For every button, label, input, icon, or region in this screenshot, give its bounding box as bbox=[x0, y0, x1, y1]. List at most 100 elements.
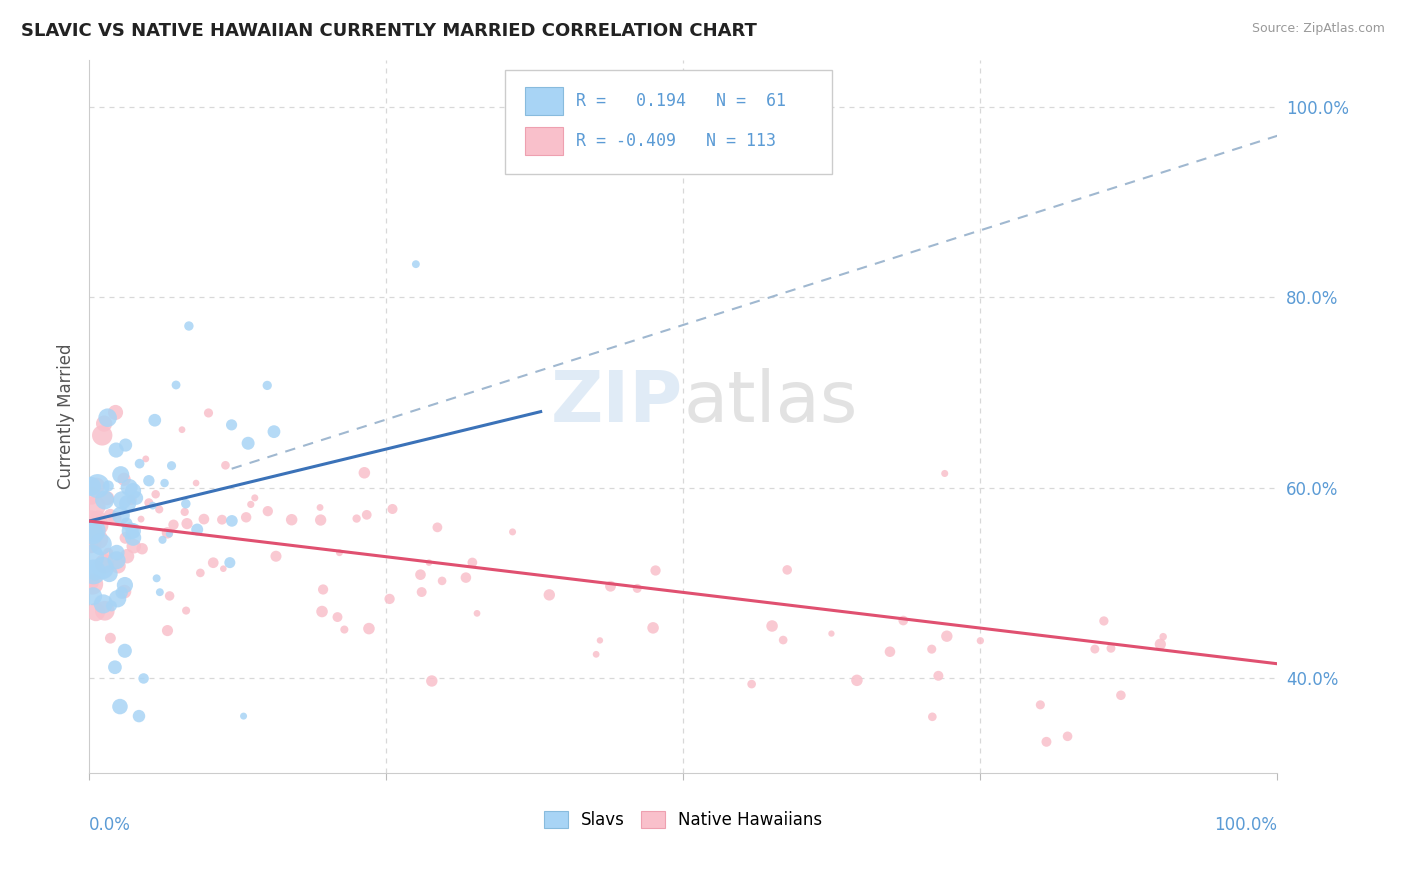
Point bbox=[86, 479, 108, 493]
Point bbox=[641, 621, 664, 635]
Point bbox=[356, 508, 378, 522]
Point bbox=[184, 476, 207, 491]
Point bbox=[256, 504, 278, 518]
Point bbox=[129, 512, 152, 526]
Point bbox=[97, 479, 120, 493]
Point bbox=[115, 549, 138, 564]
Legend: Slavs, Native Hawaiians: Slavs, Native Hawaiians bbox=[544, 811, 823, 829]
Point bbox=[104, 511, 127, 525]
Point bbox=[820, 626, 842, 640]
Point bbox=[83, 566, 105, 580]
Point bbox=[94, 604, 117, 618]
Point bbox=[93, 417, 115, 431]
Text: ZIP: ZIP bbox=[551, 368, 683, 436]
Point bbox=[143, 413, 166, 427]
Point bbox=[122, 483, 145, 498]
Point bbox=[177, 318, 200, 333]
Point bbox=[86, 518, 108, 533]
Point bbox=[326, 610, 349, 624]
Point bbox=[156, 624, 179, 638]
Point bbox=[309, 500, 332, 515]
Point bbox=[120, 524, 142, 538]
Point bbox=[100, 631, 122, 645]
Point bbox=[465, 607, 488, 621]
Point bbox=[156, 525, 179, 540]
Point bbox=[153, 476, 176, 491]
Point bbox=[97, 546, 120, 560]
Point bbox=[927, 669, 949, 683]
Point bbox=[80, 479, 103, 493]
Point bbox=[211, 513, 233, 527]
Point bbox=[589, 633, 612, 648]
Point bbox=[879, 645, 901, 659]
Point bbox=[80, 575, 103, 590]
Point bbox=[105, 553, 128, 567]
Text: 100.0%: 100.0% bbox=[1215, 816, 1278, 834]
Point bbox=[105, 443, 128, 458]
Point bbox=[418, 556, 440, 570]
Point bbox=[122, 539, 145, 553]
Point bbox=[197, 406, 219, 420]
Point bbox=[170, 423, 193, 437]
Point bbox=[430, 574, 453, 588]
Point bbox=[128, 457, 150, 471]
Point bbox=[111, 493, 134, 508]
Point bbox=[80, 489, 103, 503]
Point bbox=[741, 677, 763, 691]
Text: R =   0.194   N =  61: R = 0.194 N = 61 bbox=[576, 92, 786, 110]
FancyBboxPatch shape bbox=[526, 128, 564, 154]
Point bbox=[353, 466, 375, 480]
Point bbox=[114, 438, 136, 452]
Point bbox=[80, 550, 103, 565]
Point bbox=[138, 474, 160, 488]
Point bbox=[599, 579, 621, 593]
Point bbox=[107, 591, 129, 606]
Text: atlas: atlas bbox=[683, 368, 858, 436]
Point bbox=[644, 564, 666, 578]
Point bbox=[93, 492, 115, 507]
Point bbox=[934, 467, 956, 481]
Point bbox=[131, 541, 153, 556]
Point bbox=[346, 511, 368, 525]
Point bbox=[84, 500, 107, 514]
Point bbox=[152, 533, 174, 547]
Point bbox=[162, 517, 184, 532]
Point bbox=[98, 566, 121, 581]
Point bbox=[1029, 698, 1052, 712]
Point bbox=[138, 496, 160, 510]
Point bbox=[921, 710, 943, 724]
Point bbox=[107, 558, 129, 573]
Point bbox=[243, 491, 266, 505]
Point bbox=[80, 540, 103, 554]
Point bbox=[108, 699, 131, 714]
Point bbox=[93, 557, 115, 571]
Point bbox=[165, 378, 187, 392]
Point bbox=[87, 511, 110, 525]
Point bbox=[114, 644, 136, 658]
Point bbox=[83, 524, 105, 538]
Point bbox=[232, 709, 254, 723]
Point bbox=[218, 556, 240, 570]
Point bbox=[160, 458, 183, 473]
Text: SLAVIC VS NATIVE HAWAIIAN CURRENTLY MARRIED CORRELATION CHART: SLAVIC VS NATIVE HAWAIIAN CURRENTLY MARR… bbox=[21, 22, 756, 40]
Point bbox=[118, 480, 141, 494]
Point bbox=[411, 585, 433, 599]
Point bbox=[357, 622, 380, 636]
FancyBboxPatch shape bbox=[526, 87, 564, 114]
Point bbox=[328, 546, 350, 560]
Point bbox=[188, 566, 211, 580]
Point bbox=[969, 633, 991, 648]
Point bbox=[1035, 735, 1057, 749]
Point bbox=[104, 660, 127, 674]
Point bbox=[236, 436, 259, 450]
Point bbox=[98, 508, 121, 523]
Point bbox=[193, 512, 215, 526]
Point bbox=[186, 523, 208, 537]
Point bbox=[1149, 637, 1171, 651]
Text: Source: ZipAtlas.com: Source: ZipAtlas.com bbox=[1251, 22, 1385, 36]
Point bbox=[845, 673, 868, 688]
Point bbox=[176, 516, 198, 531]
Point bbox=[157, 527, 180, 541]
Y-axis label: Currently Married: Currently Married bbox=[58, 343, 75, 489]
Point bbox=[82, 577, 104, 591]
